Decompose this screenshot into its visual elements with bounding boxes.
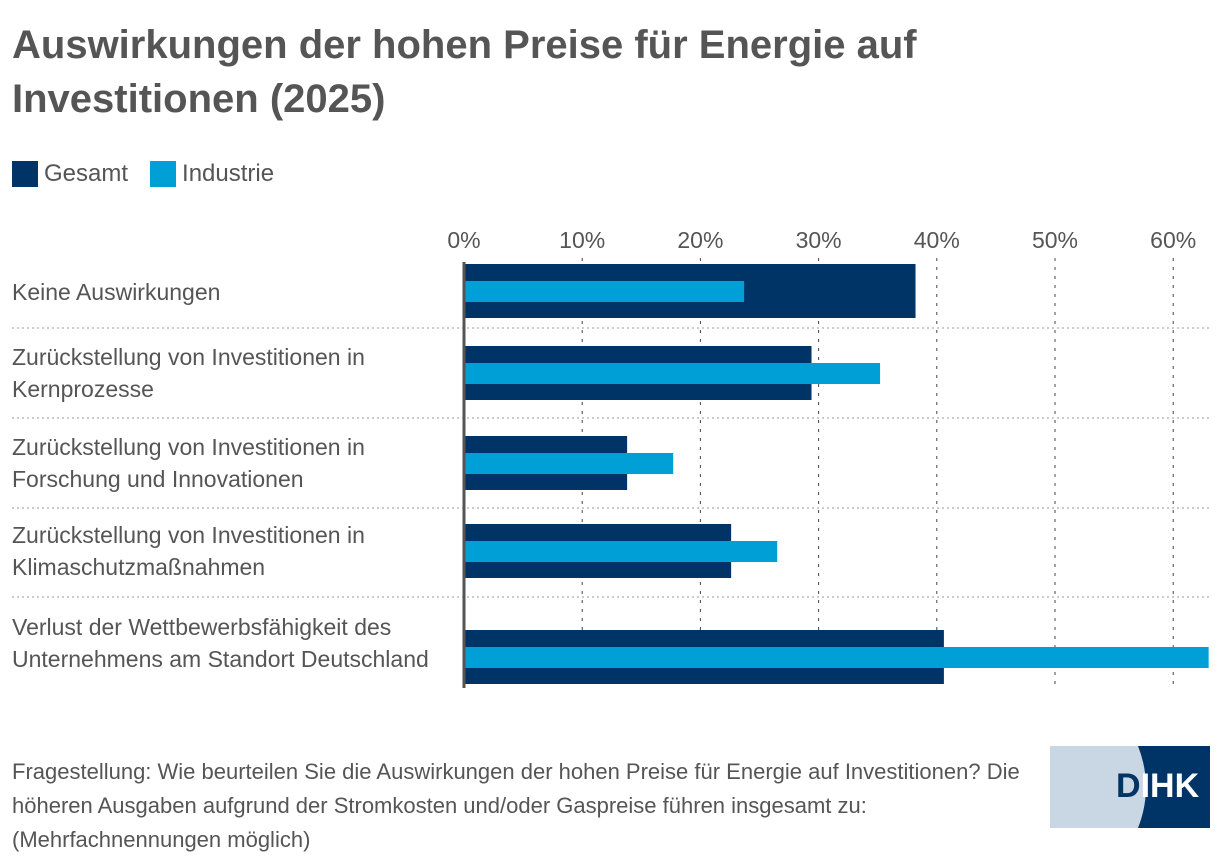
chart-title: Auswirkungen der hohen Preise für Energi… <box>12 23 917 121</box>
legend-label: Gesamt <box>44 160 129 187</box>
category-label: Zurückstellung von Investitionen in Kern… <box>12 344 365 402</box>
x-tick-label: 20% <box>677 227 723 253</box>
logo-text: DIHK <box>1116 767 1200 805</box>
category-label: Keine Auswirkungen <box>12 279 221 305</box>
legend-swatch-industrie <box>150 161 177 187</box>
question-note: Fragestellung: Wie beurteilen Sie die Au… <box>12 759 1020 852</box>
x-tick-label: 30% <box>796 227 842 253</box>
category-label: Zurückstellung von Investitionen in Fors… <box>12 434 365 492</box>
bar-industrie <box>464 647 1209 668</box>
bar-industrie <box>464 453 674 474</box>
x-tick-label: 10% <box>559 227 605 253</box>
x-tick-label: 60% <box>1150 227 1196 253</box>
x-tick-label: 40% <box>914 227 960 253</box>
bar-industrie <box>464 541 778 562</box>
legend-swatch-gesamt <box>12 161 38 187</box>
bar-industrie <box>464 281 745 302</box>
x-tick-label: 0% <box>447 227 480 253</box>
logo-arc <box>1050 746 1146 828</box>
legend: Gesamt Industrie <box>12 160 296 188</box>
category-label: Verlust der Wettbewerbsfähigkeit des Unt… <box>12 614 429 672</box>
category-label: Zurückstellung von Investitionen in Klim… <box>12 522 365 580</box>
bar-industrie <box>464 363 881 384</box>
legend-item-gesamt: Gesamt <box>12 160 128 188</box>
legend-label: Industrie <box>182 160 275 187</box>
dihk-logo: DIHK <box>1050 746 1210 828</box>
bar-chart: 0% 10% 20% 30% 40% 50% 60% <box>12 227 1210 688</box>
x-tick-label: 50% <box>1032 227 1078 253</box>
legend-item-industrie: Industrie <box>150 160 274 188</box>
